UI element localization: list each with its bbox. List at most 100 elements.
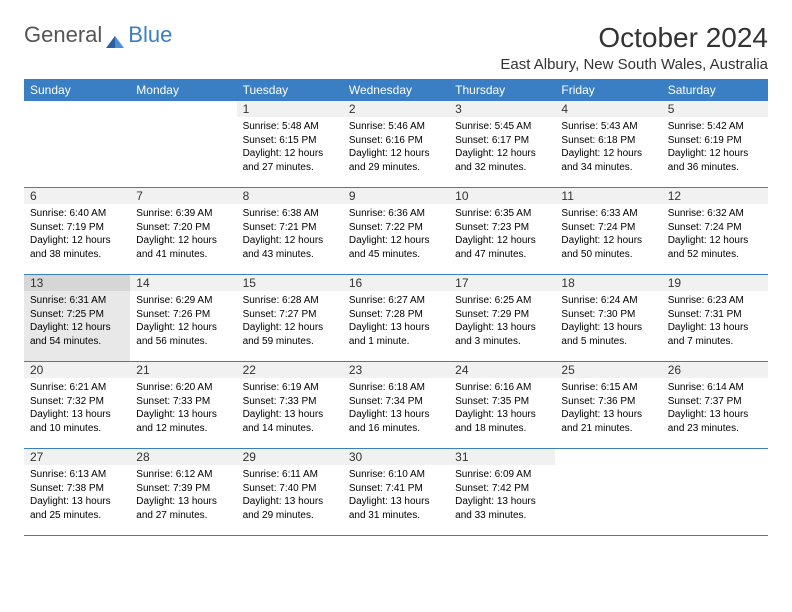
header: General Blue October 2024 East Albury, N… (24, 22, 768, 73)
day-number: 3 (449, 101, 555, 117)
day-cell: 9 Sunrise: 6:36 AMSunset: 7:22 PMDaylight… (343, 188, 449, 274)
day-number: 5 (662, 101, 768, 117)
day-cell: 15Sunrise: 6:28 AMSunset: 7:27 PMDayligh… (237, 275, 343, 361)
month-title: October 2024 (500, 22, 768, 54)
day-cell: 29 Sunrise: 6:11 AMSunset: 7:40 PMDayligh… (237, 449, 343, 535)
day-cell: 14Sunrise: 6:29 AMSunset: 7:26 PMDayligh… (130, 275, 236, 361)
calendar: SundayMondayTuesdayWednesdayThursdayFrid… (24, 79, 768, 536)
day-cell: 20 Sunrise: 6:21 AMSunset: 7:32 PMDayligh… (24, 362, 130, 448)
day-info: Sunrise: 6:11 AMSunset: 7:40 PMDaylight:… (243, 468, 337, 522)
weekday-header: Friday (555, 79, 661, 101)
day-cell: 24 Sunrise: 6:16 AMSunset: 7:35 PMDayligh… (449, 362, 555, 448)
day-cell: 19 Sunrise: 6:23 AMSunset: 7:31 PMDayligh… (662, 275, 768, 361)
day-number: 19 (662, 275, 768, 291)
day-number: 17 (449, 275, 555, 291)
day-cell: 17Sunrise: 6:25 AMSunset: 7:29 PMDayligh… (449, 275, 555, 361)
day-info: Sunrise: 6:31 AMSunset: 7:25 PMDaylight:… (30, 294, 124, 348)
day-number: 24 (449, 362, 555, 378)
day-cell: 25 Sunrise: 6:15 AMSunset: 7:36 PMDayligh… (555, 362, 661, 448)
empty-cell: . (130, 101, 236, 187)
day-number: 13 (24, 275, 130, 291)
day-number: 15 (237, 275, 343, 291)
day-cell: 31Sunrise: 6:09 AMSunset: 7:42 PMDayligh… (449, 449, 555, 535)
day-number: 21 (130, 362, 236, 378)
day-cell: 18Sunrise: 6:24 AMSunset: 7:30 PMDayligh… (555, 275, 661, 361)
day-cell: 3 Sunrise: 5:45 AMSunset: 6:17 PMDaylight… (449, 101, 555, 187)
day-info: Sunrise: 6:15 AMSunset: 7:36 PMDaylight:… (561, 381, 655, 435)
day-info: Sunrise: 6:20 AMSunset: 7:33 PMDaylight:… (136, 381, 230, 435)
day-info: Sunrise: 5:42 AMSunset: 6:19 PMDaylight:… (668, 120, 762, 174)
week-row: 13 Sunrise: 6:31 AMSunset: 7:25 PMDayligh… (24, 275, 768, 362)
day-number: 22 (237, 362, 343, 378)
day-number: 10 (449, 188, 555, 204)
day-cell: 21 Sunrise: 6:20 AMSunset: 7:33 PMDayligh… (130, 362, 236, 448)
day-number: 30 (343, 449, 449, 465)
day-cell: 10 Sunrise: 6:35 AMSunset: 7:23 PMDayligh… (449, 188, 555, 274)
day-number: 28 (130, 449, 236, 465)
week-row: 6 Sunrise: 6:40 AMSunset: 7:19 PMDaylight… (24, 188, 768, 275)
day-info: Sunrise: 6:32 AMSunset: 7:24 PMDaylight:… (668, 207, 762, 261)
logo-text-general: General (24, 22, 102, 48)
weekday-header: Thursday (449, 79, 555, 101)
day-cell: 6 Sunrise: 6:40 AMSunset: 7:19 PMDaylight… (24, 188, 130, 274)
day-cell: 4Sunrise: 5:43 AMSunset: 6:18 PMDaylight… (555, 101, 661, 187)
day-number: 16 (343, 275, 449, 291)
weekday-header: Tuesday (237, 79, 343, 101)
day-info: Sunrise: 5:45 AMSunset: 6:17 PMDaylight:… (455, 120, 549, 174)
day-info: Sunrise: 6:33 AMSunset: 7:24 PMDaylight:… (561, 207, 655, 261)
day-cell: 1Sunrise: 5:48 AMSunset: 6:15 PMDaylight… (237, 101, 343, 187)
day-info: Sunrise: 6:39 AMSunset: 7:20 PMDaylight:… (136, 207, 230, 261)
day-cell: 8 Sunrise: 6:38 AMSunset: 7:21 PMDaylight… (237, 188, 343, 274)
day-cell: 7Sunrise: 6:39 AMSunset: 7:20 PMDaylight… (130, 188, 236, 274)
day-info: Sunrise: 6:09 AMSunset: 7:42 PMDaylight:… (455, 468, 549, 522)
day-number: 25 (555, 362, 661, 378)
day-info: Sunrise: 6:18 AMSunset: 7:34 PMDaylight:… (349, 381, 443, 435)
day-info: Sunrise: 6:36 AMSunset: 7:22 PMDaylight:… (349, 207, 443, 261)
day-info: Sunrise: 6:19 AMSunset: 7:33 PMDaylight:… (243, 381, 337, 435)
day-info: Sunrise: 6:24 AMSunset: 7:30 PMDaylight:… (561, 294, 655, 348)
day-info: Sunrise: 6:16 AMSunset: 7:35 PMDaylight:… (455, 381, 549, 435)
day-cell: 16 Sunrise: 6:27 AMSunset: 7:28 PMDayligh… (343, 275, 449, 361)
day-number: 6 (24, 188, 130, 204)
day-number: 2 (343, 101, 449, 117)
day-number: 11 (555, 188, 661, 204)
weekday-header: Sunday (24, 79, 130, 101)
day-info: Sunrise: 6:12 AMSunset: 7:39 PMDaylight:… (136, 468, 230, 522)
empty-cell: . (662, 449, 768, 535)
day-cell: 5 Sunrise: 5:42 AMSunset: 6:19 PMDaylight… (662, 101, 768, 187)
logo-icon (106, 28, 124, 42)
weekday-header: Monday (130, 79, 236, 101)
week-row: 27Sunrise: 6:13 AMSunset: 7:38 PMDayligh… (24, 449, 768, 536)
weekday-row: SundayMondayTuesdayWednesdayThursdayFrid… (24, 79, 768, 101)
day-number: 8 (237, 188, 343, 204)
day-info: Sunrise: 6:27 AMSunset: 7:28 PMDaylight:… (349, 294, 443, 348)
logo: General Blue (24, 22, 172, 48)
day-cell: 12Sunrise: 6:32 AMSunset: 7:24 PMDayligh… (662, 188, 768, 274)
day-cell: 11 Sunrise: 6:33 AMSunset: 7:24 PMDayligh… (555, 188, 661, 274)
weekday-header: Wednesday (343, 79, 449, 101)
week-row: ..1Sunrise: 5:48 AMSunset: 6:15 PMDaylig… (24, 101, 768, 188)
logo-text-blue: Blue (128, 22, 172, 48)
day-info: Sunrise: 6:23 AMSunset: 7:31 PMDaylight:… (668, 294, 762, 348)
day-info: Sunrise: 5:48 AMSunset: 6:15 PMDaylight:… (243, 120, 337, 174)
day-cell: 2Sunrise: 5:46 AMSunset: 6:16 PMDaylight… (343, 101, 449, 187)
day-number: 20 (24, 362, 130, 378)
day-info: Sunrise: 6:40 AMSunset: 7:19 PMDaylight:… (30, 207, 124, 261)
day-cell: 23Sunrise: 6:18 AMSunset: 7:34 PMDayligh… (343, 362, 449, 448)
empty-cell: . (555, 449, 661, 535)
day-number: 29 (237, 449, 343, 465)
day-number: 9 (343, 188, 449, 204)
day-info: Sunrise: 6:35 AMSunset: 7:23 PMDaylight:… (455, 207, 549, 261)
day-info: Sunrise: 6:38 AMSunset: 7:21 PMDaylight:… (243, 207, 337, 261)
day-info: Sunrise: 6:14 AMSunset: 7:37 PMDaylight:… (668, 381, 762, 435)
day-cell: 28 Sunrise: 6:12 AMSunset: 7:39 PMDayligh… (130, 449, 236, 535)
day-info: Sunrise: 6:13 AMSunset: 7:38 PMDaylight:… (30, 468, 124, 522)
day-cell: 22 Sunrise: 6:19 AMSunset: 7:33 PMDayligh… (237, 362, 343, 448)
day-cell: 26 Sunrise: 6:14 AMSunset: 7:37 PMDayligh… (662, 362, 768, 448)
week-row: 20 Sunrise: 6:21 AMSunset: 7:32 PMDayligh… (24, 362, 768, 449)
day-number: 26 (662, 362, 768, 378)
day-cell: 30Sunrise: 6:10 AMSunset: 7:41 PMDayligh… (343, 449, 449, 535)
day-number: 14 (130, 275, 236, 291)
day-info: Sunrise: 6:21 AMSunset: 7:32 PMDaylight:… (30, 381, 124, 435)
day-cell: 13 Sunrise: 6:31 AMSunset: 7:25 PMDayligh… (24, 275, 130, 361)
